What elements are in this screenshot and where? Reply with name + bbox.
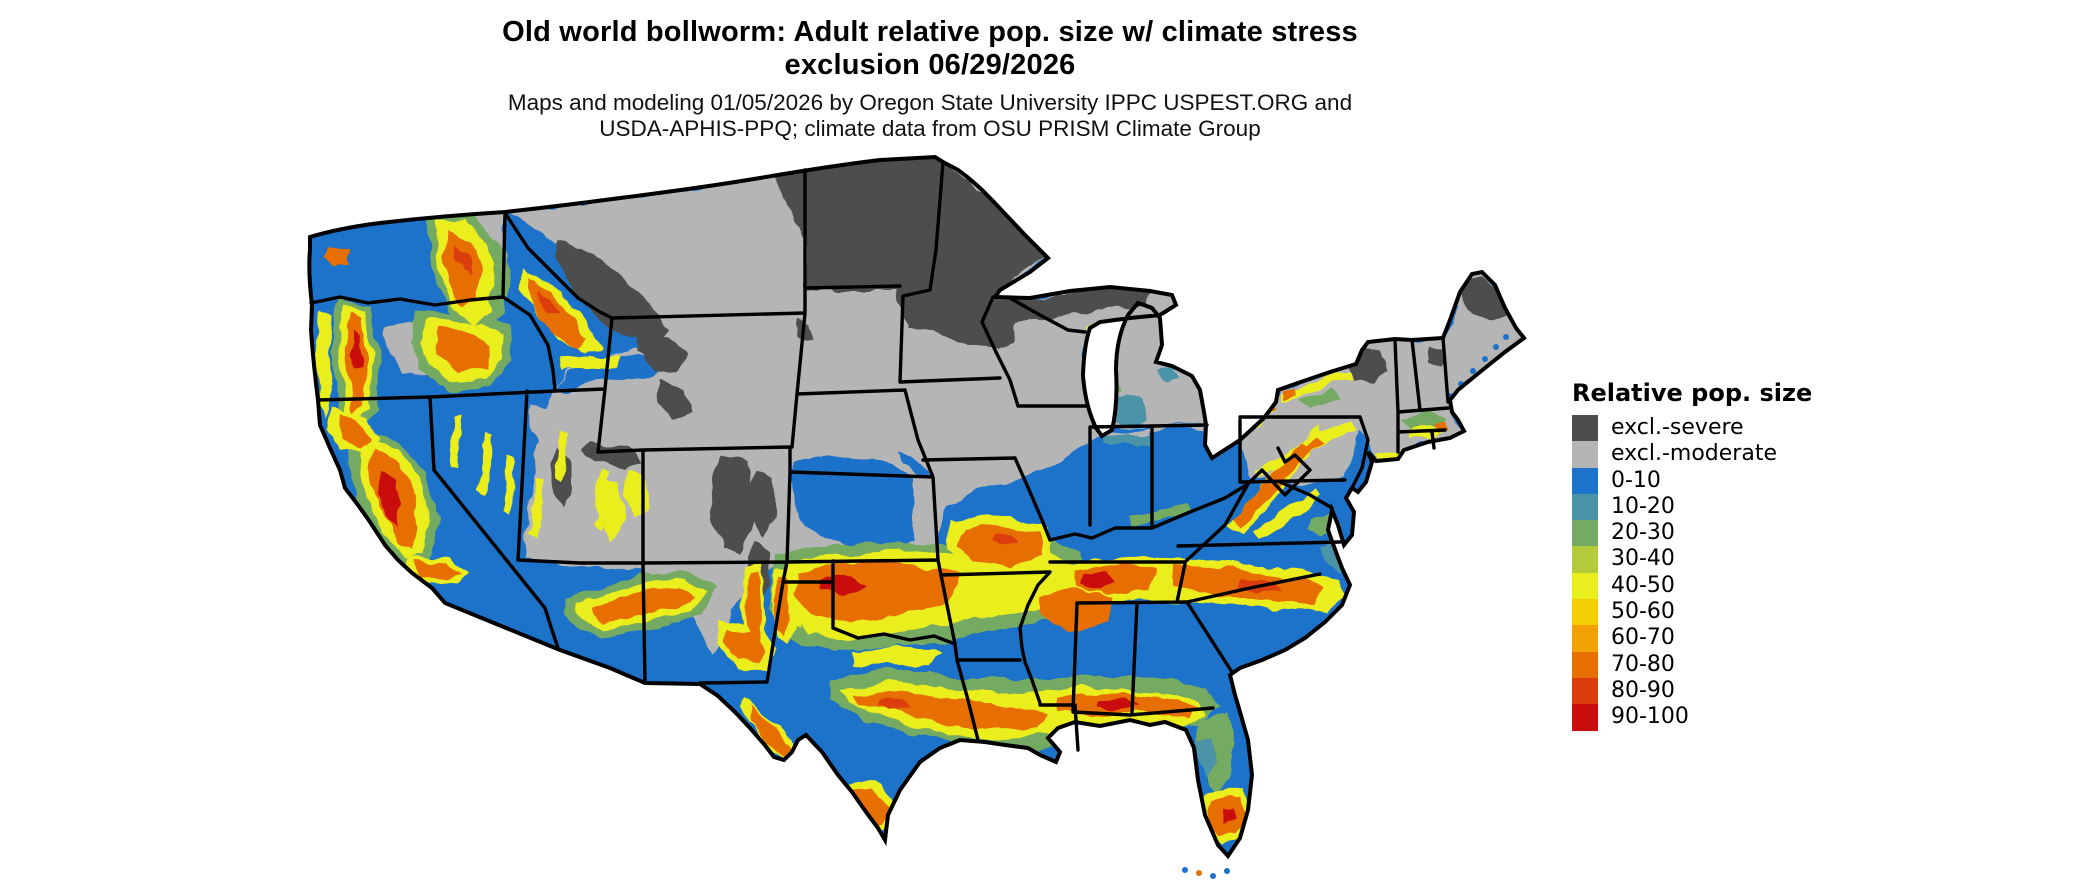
legend-label: 60-70 — [1611, 625, 1675, 651]
legend-label: 40-50 — [1611, 572, 1675, 598]
legend-label: 70-80 — [1611, 651, 1675, 677]
map-subtitle-line1: Maps and modeling 01/05/2026 by Oregon S… — [507, 90, 1353, 115]
legend-label: 90-100 — [1611, 704, 1689, 730]
legend-label: excl.-moderate — [1611, 441, 1777, 467]
legend-color-swatch — [1572, 677, 1598, 705]
map-title-line2: exclusion 06/29/2026 — [784, 49, 1076, 81]
map-title-line1: Old world bollworm: Adult relative pop. … — [502, 16, 1358, 48]
legend-label: 10-20 — [1611, 493, 1675, 519]
legend-row: 30-40 — [1572, 546, 1812, 573]
legend-color-swatch — [1572, 599, 1598, 626]
legend-row: excl.-severe — [1572, 415, 1812, 442]
legend-color-swatch — [1572, 572, 1598, 600]
legend-label: 80-90 — [1611, 677, 1675, 703]
legend-color-swatch — [1572, 493, 1598, 521]
legend-label: 20-30 — [1611, 520, 1675, 546]
map-offshore-islands — [449, 589, 1230, 879]
legend-color-swatch — [1572, 467, 1598, 494]
legend-row: excl.-moderate — [1572, 441, 1812, 468]
legend-row: 40-50 — [1572, 572, 1812, 600]
legend-label: excl.-severe — [1611, 415, 1744, 440]
legend-row: 10-20 — [1572, 493, 1812, 521]
legend-row: 0-10 — [1572, 467, 1812, 494]
legend-color-swatch — [1572, 651, 1598, 678]
legend-color-swatch — [1572, 625, 1598, 652]
legend-row: 20-30 — [1572, 520, 1812, 547]
map-legend: Relative pop. size excl.-severe excl.-mo… — [1572, 380, 1812, 731]
map-title: Old world bollworm: Adult relative pop. … — [0, 16, 1860, 82]
legend-label: 0-10 — [1611, 467, 1661, 493]
legend-label: 50-60 — [1611, 599, 1675, 625]
legend-color-swatch — [1572, 441, 1598, 468]
map-subtitle-line2: USDA-APHIS-PPQ; climate data from OSU PR… — [599, 116, 1261, 141]
legend-entries: excl.-severe excl.-moderate 0-10 10-20 2… — [1572, 415, 1812, 731]
state-borders — [309, 160, 1450, 752]
legend-label: 30-40 — [1611, 546, 1675, 572]
legend-color-swatch — [1572, 704, 1598, 731]
legend-title: Relative pop. size — [1572, 379, 1813, 407]
legend-color-swatch — [1572, 415, 1598, 442]
legend-color-swatch — [1572, 546, 1598, 573]
legend-row: 50-60 — [1572, 599, 1812, 626]
map-subtitle: Maps and modeling 01/05/2026 by Oregon S… — [0, 90, 1860, 142]
map-low-risk-pockets — [555, 354, 933, 549]
legend-row: 90-100 — [1572, 704, 1812, 731]
map-extreme-risk-red-specks — [352, 245, 1282, 822]
legend-color-swatch — [1572, 520, 1598, 547]
legend-row: 80-90 — [1572, 677, 1812, 705]
legend-row: 70-80 — [1572, 651, 1812, 678]
legend-row: 60-70 — [1572, 625, 1812, 652]
